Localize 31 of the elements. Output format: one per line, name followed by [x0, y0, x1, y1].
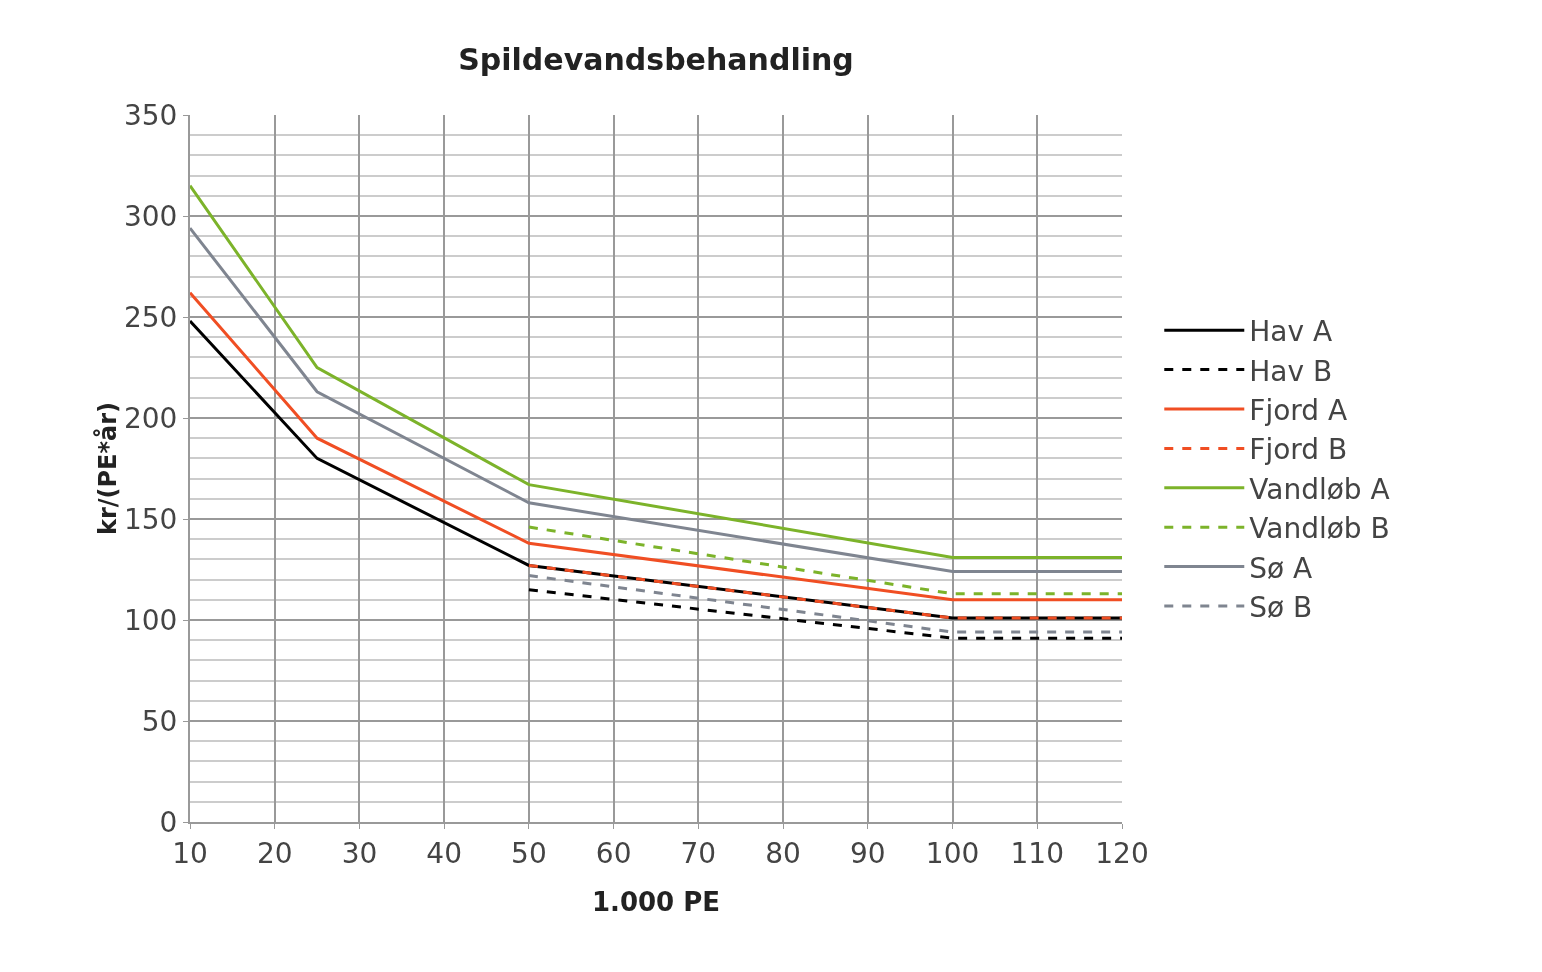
y-tick-label: 350 — [123, 98, 178, 132]
legend-label: Sø A — [1249, 551, 1313, 585]
x-tick-label: 80 — [765, 836, 801, 870]
chart-title: Spildevandsbehandling — [458, 41, 854, 77]
x-tick-label: 50 — [511, 836, 547, 870]
x-tick-label: 20 — [256, 836, 293, 870]
y-tick-label: 200 — [123, 401, 178, 435]
x-tick-label: 90 — [850, 836, 886, 870]
legend-label: Hav A — [1249, 315, 1333, 349]
x-tick-label: 60 — [595, 836, 632, 870]
legend-label: Fjord A — [1249, 393, 1348, 427]
y-axis-title: kr/(PE*år) — [92, 401, 122, 536]
x-tick-label: 120 — [1095, 836, 1149, 870]
legend-label: Fjord B — [1249, 433, 1348, 467]
y-tick-label: 50 — [141, 704, 178, 738]
y-tick-label: 250 — [123, 300, 178, 334]
x-tick-label: 110 — [1010, 836, 1064, 870]
y-tick-label: 0 — [159, 805, 178, 839]
legend-label: Sø B — [1249, 590, 1313, 624]
x-tick-label: 70 — [680, 836, 717, 870]
y-tick-label: 100 — [123, 603, 178, 637]
legend-label: Vandløb A — [1249, 472, 1390, 506]
x-axis-title: 1.000 PE — [591, 887, 721, 917]
legend-label: Hav B — [1249, 354, 1333, 388]
y-tick-label: 300 — [123, 199, 178, 233]
x-tick-label: 10 — [172, 836, 208, 870]
legend-label: Vandløb B — [1249, 512, 1390, 546]
x-tick-label: 40 — [426, 836, 462, 870]
x-tick-label: 100 — [925, 836, 980, 870]
x-tick-label: 30 — [341, 836, 378, 870]
y-tick-label: 150 — [123, 502, 178, 536]
